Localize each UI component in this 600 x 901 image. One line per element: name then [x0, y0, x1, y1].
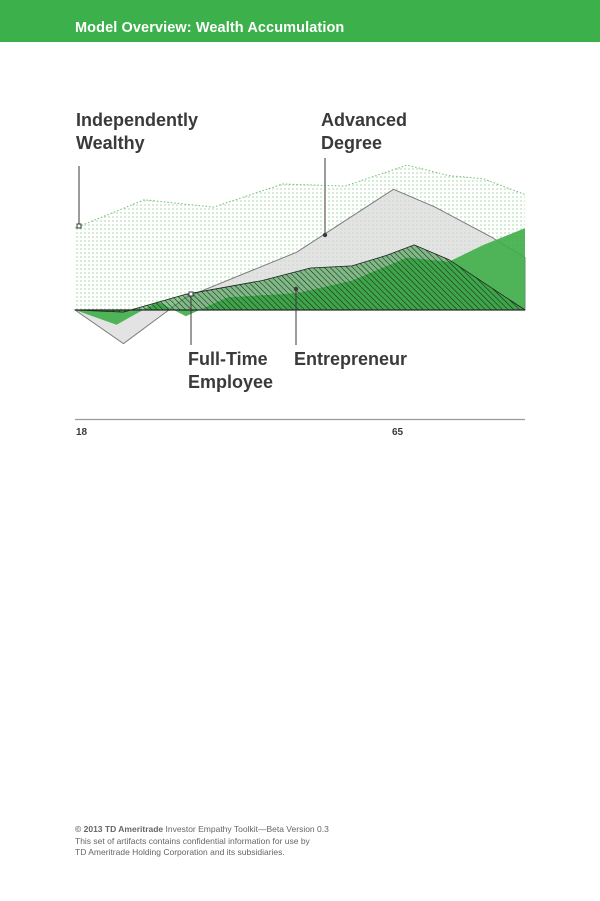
footer-line-2: This set of artifacts contains confident…: [75, 835, 310, 846]
x-tick-label-18: 18: [76, 427, 88, 438]
label-advanced-degree-line2: Degree: [321, 133, 383, 153]
header-bar: Model Overview: Wealth Accumulation: [0, 0, 600, 42]
label-full-time-employee-line2: Employee: [188, 372, 274, 392]
leader-marker-entrepreneur: [293, 286, 299, 292]
label-independently-wealthy: Independently Wealthy: [76, 109, 198, 155]
footer-copyright: © 2013 TD Ameritrade: [75, 824, 164, 834]
footer-line-1: © 2013 TD Ameritrade Investor Empathy To…: [75, 824, 395, 836]
label-entrepreneur-line1: Entrepreneur: [294, 349, 408, 369]
leader-marker-wealthy: [76, 223, 82, 229]
label-advanced-degree: Advanced Degree: [321, 109, 407, 155]
footer-line-3: TD Ameritrade Holding Corporation and it…: [75, 847, 285, 857]
label-advanced-degree-line1: Advanced: [321, 110, 408, 130]
label-full-time-employee: Full-Time Employee: [188, 348, 273, 394]
x-tick-label-65: 65: [392, 427, 404, 438]
footer-toolkit-version: Investor Empathy Toolkit—Beta Version 0.…: [163, 824, 329, 834]
leader-marker-advanced: [322, 232, 328, 238]
page-title: Model Overview: Wealth Accumulation: [75, 20, 345, 36]
leader-marker-fulltime: [188, 291, 194, 297]
label-independently-wealthy-line1: Independently: [76, 110, 199, 130]
annotation-layer: [76, 158, 328, 345]
label-full-time-employee-line1: Full-Time: [188, 349, 268, 369]
series-entrepreneur-line: [74, 244, 526, 313]
footer: © 2013 TD Ameritrade Investor Empathy To…: [75, 824, 395, 859]
wealth-chart: [73, 158, 526, 421]
label-entrepreneur: Entrepreneur: [294, 348, 407, 371]
label-independently-wealthy-line2: Wealthy: [76, 133, 145, 153]
series-entrepreneur-hatch: [75, 244, 525, 313]
series-layer: [73, 164, 526, 345]
